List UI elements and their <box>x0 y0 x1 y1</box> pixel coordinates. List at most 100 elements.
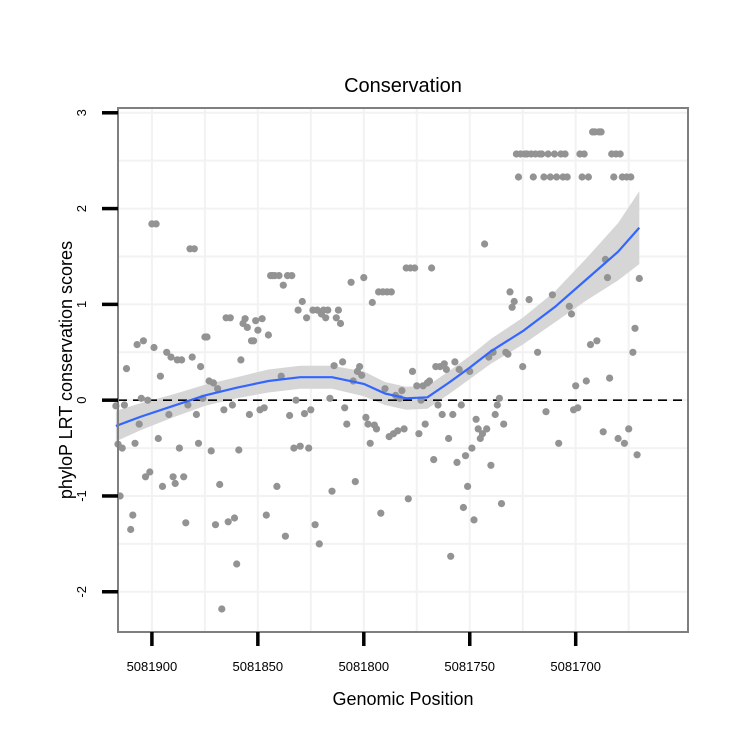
data-point <box>190 245 198 253</box>
y-axis-label: phyloP LRT conservation scores <box>56 241 76 499</box>
data-point <box>220 406 228 414</box>
data-point <box>188 353 196 361</box>
data-point <box>307 406 315 414</box>
data-point <box>364 420 372 428</box>
data-point <box>260 404 268 412</box>
data-point <box>135 420 143 428</box>
data-point <box>542 408 550 416</box>
data-point <box>534 348 542 356</box>
data-point <box>434 401 442 409</box>
data-point <box>290 444 298 452</box>
data-point <box>158 482 167 490</box>
confidence-band-layer <box>115 191 640 442</box>
data-point <box>629 348 637 356</box>
data-point <box>150 343 158 352</box>
data-point <box>180 473 188 481</box>
data-point <box>120 401 128 409</box>
data-point <box>461 452 470 460</box>
y-tick-label: -1 <box>74 490 89 502</box>
data-point <box>555 439 563 447</box>
panel-border <box>117 107 689 633</box>
data-point <box>400 425 408 433</box>
y-tick-label: 2 <box>74 205 89 212</box>
data-point <box>553 173 561 181</box>
data-point <box>578 173 586 181</box>
data-point <box>224 518 232 526</box>
data-point <box>203 333 211 341</box>
data-point <box>438 410 446 419</box>
y-axis: -2 -1 0 1 2 3 <box>74 109 118 598</box>
data-point <box>131 439 139 447</box>
data-point <box>603 274 612 282</box>
data-point <box>614 434 622 443</box>
data-point <box>504 350 512 358</box>
data-point <box>358 371 366 379</box>
data-point <box>235 446 243 454</box>
data-point <box>529 173 537 181</box>
data-point <box>563 173 571 181</box>
x-tick-label: 5081750 <box>444 659 495 674</box>
data-point <box>387 288 395 296</box>
data-point <box>332 314 340 322</box>
data-point <box>567 310 576 318</box>
data-point <box>464 482 472 490</box>
data-point <box>322 314 330 322</box>
data-point <box>491 410 499 419</box>
data-point <box>303 314 311 322</box>
smooth-line-layer <box>115 226 641 428</box>
x-axis: 5081900 5081850 5081800 5081750 5081700 <box>127 632 601 674</box>
data-point <box>472 415 480 423</box>
y-tick-label: 1 <box>74 301 89 308</box>
data-point <box>137 394 145 402</box>
data-point <box>425 377 434 385</box>
data-point <box>347 278 355 286</box>
data-point <box>625 425 633 433</box>
data-point <box>442 365 450 374</box>
data-point <box>565 302 573 310</box>
data-point <box>294 306 302 314</box>
data-point <box>610 173 618 181</box>
data-point <box>305 444 313 452</box>
data-point <box>300 410 309 418</box>
data-point <box>411 264 419 272</box>
x-tick-label: 5081900 <box>127 659 178 674</box>
data-point <box>311 521 319 529</box>
data-point <box>339 358 347 366</box>
data-point <box>455 365 463 374</box>
data-point <box>487 461 495 469</box>
data-point <box>561 150 569 158</box>
data-point <box>192 410 200 419</box>
x-tick-label: 5081850 <box>233 659 284 674</box>
chart-title: Conservation <box>344 75 462 97</box>
data-point <box>237 356 245 364</box>
data-point <box>519 363 527 371</box>
data-point <box>368 298 376 307</box>
data-point <box>495 394 503 402</box>
data-point <box>298 297 306 306</box>
data-point <box>171 479 179 488</box>
data-point <box>584 173 593 181</box>
data-point <box>184 401 192 409</box>
data-point <box>254 326 262 334</box>
data-point <box>141 473 150 481</box>
data-point <box>178 356 186 364</box>
data-point <box>296 442 304 450</box>
data-point <box>214 385 222 393</box>
data-point <box>366 439 374 447</box>
data-point <box>197 363 205 371</box>
data-point <box>324 306 332 314</box>
data-point <box>428 264 436 272</box>
data-point <box>250 337 258 345</box>
data-point <box>230 514 239 522</box>
data-point <box>281 532 289 540</box>
data-point <box>470 516 478 524</box>
data-point <box>457 401 465 409</box>
data-point <box>572 382 580 390</box>
data-point <box>372 425 381 433</box>
data-point <box>597 128 605 136</box>
data-point <box>343 420 351 428</box>
data-point <box>211 521 220 529</box>
data-point <box>118 444 126 452</box>
data-point <box>593 337 601 345</box>
data-point <box>627 173 635 181</box>
